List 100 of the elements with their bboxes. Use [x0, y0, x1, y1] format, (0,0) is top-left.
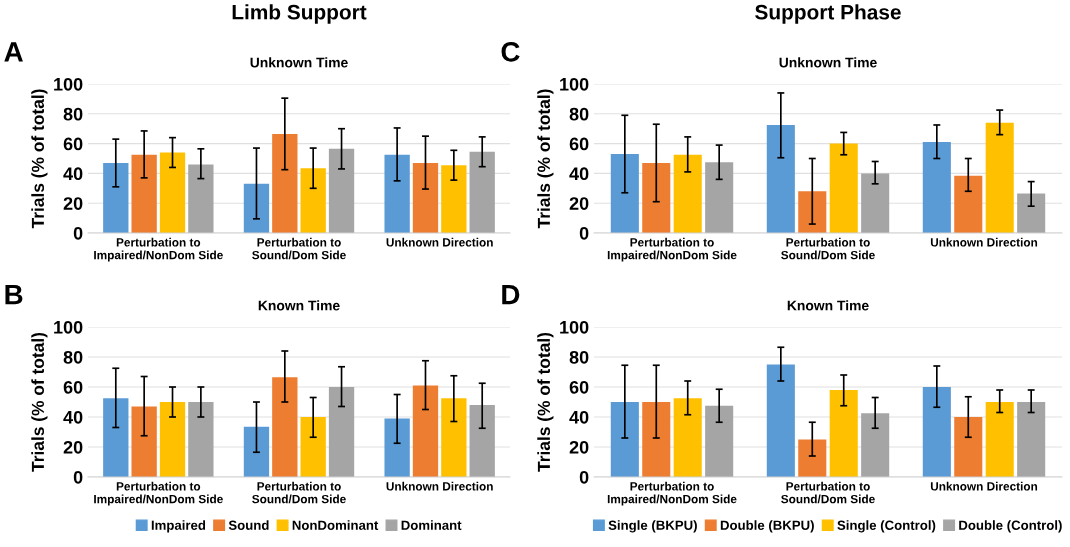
legend-label: Double (Control) — [959, 520, 1062, 533]
bar — [243, 426, 270, 477]
bar — [159, 152, 186, 233]
text: D — [502, 285, 520, 305]
bar — [954, 417, 983, 477]
y-tick-label: 100 — [54, 320, 83, 334]
bar — [384, 418, 410, 477]
bar — [829, 390, 858, 477]
bar — [188, 164, 214, 233]
y-tick-label: 80 — [569, 107, 589, 121]
bar — [766, 124, 795, 233]
x-tick-label: Unknown Direction — [930, 481, 1038, 491]
x-tick-label: Perturbation to Impaired/NonDom Side — [607, 481, 737, 506]
bar — [922, 142, 951, 233]
bar — [985, 402, 1014, 477]
bar — [412, 162, 439, 233]
bar — [798, 439, 827, 477]
y-tick-label: 0 — [73, 470, 83, 484]
legend-label: Dominant — [401, 520, 462, 530]
bar — [1017, 193, 1046, 233]
y-tick-label: 100 — [54, 77, 83, 91]
y-tick-label: 40 — [569, 167, 589, 181]
bar — [328, 387, 355, 477]
bar — [642, 162, 671, 233]
x-tick-label: Perturbation to Sound/Dom Side — [781, 237, 875, 260]
bar — [103, 398, 129, 477]
bar — [469, 151, 495, 233]
legend-label: Single (BKPU) — [608, 520, 697, 533]
y-tick-label: 60 — [63, 137, 83, 151]
y-tick-label: 80 — [63, 107, 83, 121]
bar — [673, 154, 702, 233]
chart-title: Known Time — [787, 300, 869, 311]
text: B — [5, 285, 23, 305]
bar — [469, 405, 495, 477]
bar — [922, 387, 951, 477]
bar — [243, 183, 270, 233]
y-tick-label: 40 — [63, 167, 83, 181]
x-tick-label: Unknown Direction — [386, 237, 493, 247]
y-tick-label: 40 — [569, 410, 589, 424]
text: A — [4, 42, 23, 62]
chart-title: Unknown Time — [250, 57, 348, 68]
y-axis-title: Trials (% of total) — [537, 332, 554, 472]
legend-label: Sound — [228, 520, 269, 530]
chart-title: Known Time — [258, 300, 340, 311]
y-tick-label: 80 — [569, 350, 589, 364]
bar — [766, 364, 795, 477]
bar — [610, 402, 639, 477]
bar — [861, 413, 890, 477]
bar — [829, 143, 858, 233]
bar — [272, 377, 298, 477]
bar — [954, 175, 983, 233]
x-tick-label: Perturbation to Impaired/NonDom Side — [94, 237, 223, 262]
bar — [328, 148, 355, 233]
bar — [673, 398, 702, 477]
x-tick-label: Unknown Direction — [930, 237, 1038, 247]
y-axis-title: Trials (% of total) — [31, 332, 48, 472]
y-tick-label: 0 — [579, 226, 589, 240]
bar — [300, 417, 326, 477]
legend-label: NonDominant — [292, 520, 379, 530]
text: Support Phase — [755, 4, 901, 24]
bar — [412, 385, 439, 477]
y-tick-label: 100 — [560, 320, 589, 334]
bar — [1017, 402, 1046, 477]
x-tick-label: Perturbation to Sound/Dom Side — [781, 481, 875, 504]
text: Limb Support — [232, 4, 367, 24]
bar — [705, 405, 734, 477]
legend-label: Double (BKPU) — [720, 520, 814, 533]
legend-label: Single (Control) — [837, 520, 936, 533]
x-tick-label: Perturbation to Sound/Dom Side — [252, 237, 346, 260]
y-axis-title: Trials (% of total) — [31, 89, 48, 229]
y-tick-label: 100 — [560, 77, 589, 91]
bar — [441, 398, 467, 477]
bar — [188, 402, 214, 477]
bar — [441, 165, 467, 233]
bar — [705, 162, 734, 233]
bar — [159, 402, 186, 477]
x-tick-label: Unknown Direction — [386, 481, 493, 491]
bar — [798, 191, 827, 233]
bar — [861, 173, 890, 233]
y-tick-label: 20 — [63, 197, 83, 210]
bar — [103, 162, 129, 233]
y-axis-title: Trials (% of total) — [537, 89, 554, 229]
x-tick-label: Perturbation to Impaired/NonDom Side — [607, 237, 737, 262]
bar — [272, 133, 298, 233]
y-tick-label: 20 — [569, 197, 589, 210]
bar — [300, 168, 326, 233]
y-tick-label: 80 — [63, 350, 83, 364]
x-tick-label: Perturbation to Impaired/NonDom Side — [94, 481, 223, 506]
bar — [131, 154, 157, 233]
bar — [610, 154, 639, 233]
x-tick-label: Perturbation to Sound/Dom Side — [252, 481, 346, 504]
y-tick-label: 20 — [63, 440, 83, 454]
chart-title: Unknown Time — [779, 57, 877, 68]
y-tick-label: 60 — [569, 137, 589, 151]
bar — [384, 154, 410, 233]
y-tick-label: 40 — [63, 410, 83, 424]
y-tick-label: 0 — [579, 470, 589, 484]
bar — [131, 406, 157, 477]
y-tick-label: 60 — [569, 380, 589, 394]
bar — [642, 402, 671, 477]
